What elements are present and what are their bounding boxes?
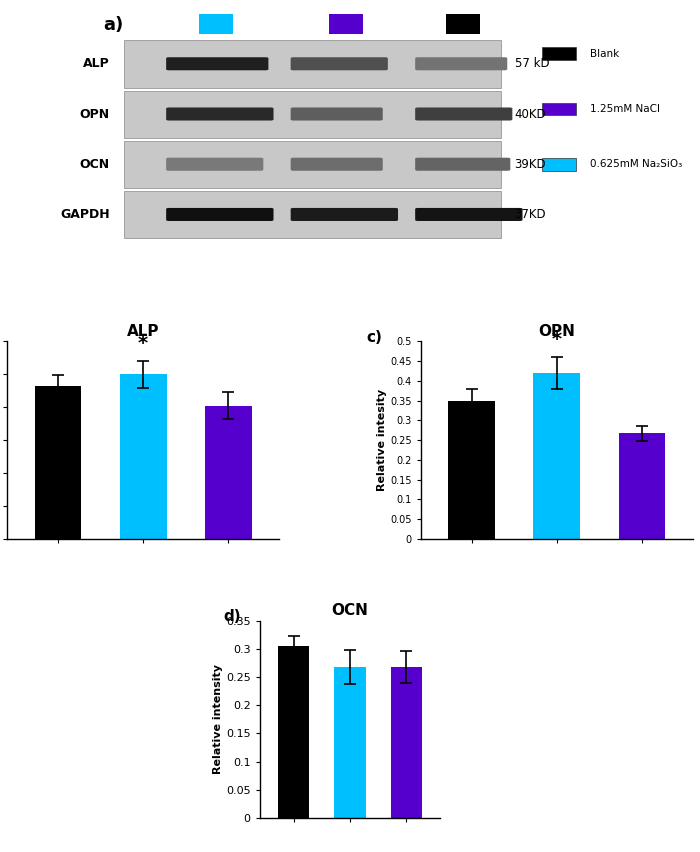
FancyBboxPatch shape xyxy=(290,107,383,120)
Bar xyxy=(120,374,167,538)
Bar xyxy=(449,400,495,538)
FancyBboxPatch shape xyxy=(330,14,363,33)
FancyBboxPatch shape xyxy=(542,48,576,60)
FancyBboxPatch shape xyxy=(166,107,274,120)
FancyBboxPatch shape xyxy=(415,158,510,170)
Text: 0.625mM Na₂SiO₃: 0.625mM Na₂SiO₃ xyxy=(590,159,682,170)
FancyBboxPatch shape xyxy=(542,103,576,115)
Text: ALP: ALP xyxy=(83,57,110,70)
FancyBboxPatch shape xyxy=(124,90,501,138)
FancyBboxPatch shape xyxy=(415,208,522,221)
FancyBboxPatch shape xyxy=(199,14,232,33)
Bar xyxy=(34,386,81,538)
FancyBboxPatch shape xyxy=(166,158,263,170)
Title: OCN: OCN xyxy=(332,603,368,618)
Bar xyxy=(391,667,422,818)
Y-axis label: Relative intensity: Relative intensity xyxy=(214,665,223,774)
FancyBboxPatch shape xyxy=(415,57,508,71)
FancyBboxPatch shape xyxy=(542,158,576,170)
Text: *: * xyxy=(138,334,148,354)
Text: 40KD: 40KD xyxy=(514,107,546,120)
Text: OCN: OCN xyxy=(80,158,110,170)
Title: OPN: OPN xyxy=(538,324,575,339)
Bar xyxy=(278,646,309,818)
Bar xyxy=(619,434,666,538)
FancyBboxPatch shape xyxy=(166,208,274,221)
Y-axis label: Relative intesity: Relative intesity xyxy=(377,389,387,492)
FancyBboxPatch shape xyxy=(166,57,268,71)
Text: Blank: Blank xyxy=(590,49,620,59)
Bar xyxy=(205,406,251,538)
FancyBboxPatch shape xyxy=(415,107,512,120)
Text: 1.25mM NaCl: 1.25mM NaCl xyxy=(590,104,660,114)
Text: *: * xyxy=(552,331,562,349)
Bar xyxy=(533,373,580,538)
Text: 37KD: 37KD xyxy=(514,208,546,221)
Bar xyxy=(335,667,365,818)
Text: OPN: OPN xyxy=(80,107,110,120)
Text: a): a) xyxy=(103,16,123,34)
Text: c): c) xyxy=(366,330,382,344)
FancyBboxPatch shape xyxy=(290,208,398,221)
Text: 39KD: 39KD xyxy=(514,158,546,170)
FancyBboxPatch shape xyxy=(124,191,501,239)
FancyBboxPatch shape xyxy=(446,14,480,33)
FancyBboxPatch shape xyxy=(124,141,501,188)
FancyBboxPatch shape xyxy=(290,158,383,170)
Title: ALP: ALP xyxy=(127,324,160,339)
Text: 57 kD: 57 kD xyxy=(514,57,550,70)
Text: GAPDH: GAPDH xyxy=(60,208,110,221)
Text: d): d) xyxy=(223,608,242,624)
FancyBboxPatch shape xyxy=(124,40,501,88)
FancyBboxPatch shape xyxy=(290,57,388,71)
